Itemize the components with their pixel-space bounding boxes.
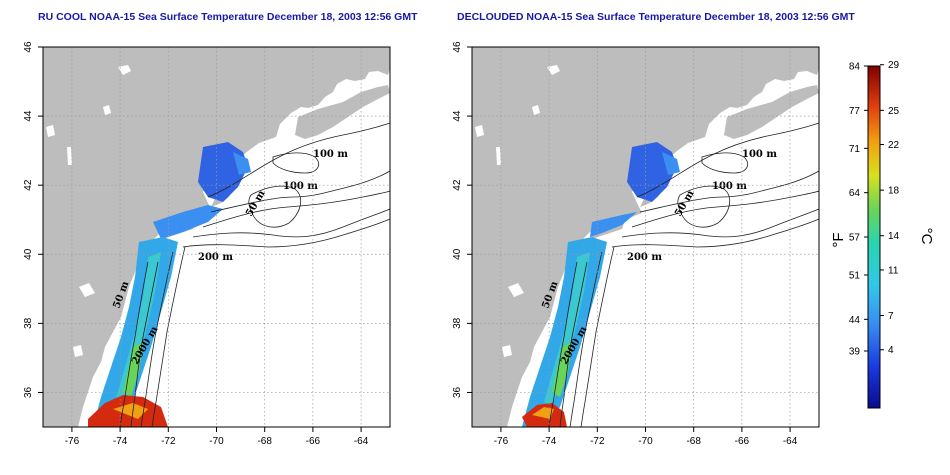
tick-label-lon: -72 bbox=[161, 436, 176, 447]
colorbar-label-c: 4 bbox=[888, 345, 894, 356]
contour-label: 100 m bbox=[313, 149, 348, 160]
tick-label-lon: -68 bbox=[257, 436, 272, 447]
tick-label-lon: -76 bbox=[65, 436, 80, 447]
tick-label-lat: 40 bbox=[23, 248, 34, 260]
sst-patch bbox=[123, 342, 143, 397]
colorbar-label-c: 25 bbox=[888, 106, 900, 117]
colorbar-label-c: 7 bbox=[888, 311, 894, 322]
tick-label-lon: -64 bbox=[354, 436, 369, 447]
tick-label-lon: -74 bbox=[542, 436, 557, 447]
tick-label-lon: -70 bbox=[638, 436, 653, 447]
sst-patch bbox=[662, 152, 680, 175]
grid-right bbox=[472, 46, 819, 427]
tick-label-lat: 44 bbox=[452, 110, 463, 122]
contour-label: 100 m bbox=[742, 149, 777, 160]
sst-patch bbox=[233, 152, 251, 175]
celsius-unit-label: °C bbox=[918, 228, 935, 245]
tick-label-lon: -72 bbox=[590, 436, 605, 447]
tick-label-lon: -74 bbox=[113, 436, 128, 447]
colorbar-label-f: 64 bbox=[849, 188, 861, 199]
tick-label-lat: 38 bbox=[452, 317, 463, 329]
contour-label: 100 m bbox=[712, 181, 747, 192]
sst-patch bbox=[115, 252, 161, 407]
sst-patch bbox=[113, 403, 148, 419]
colorbar-label-f: 84 bbox=[849, 62, 861, 73]
sst-patch bbox=[544, 252, 590, 407]
sst-patch bbox=[590, 212, 637, 237]
tick-label-lat: 46 bbox=[23, 41, 34, 53]
colorbar-label-f: 51 bbox=[849, 271, 861, 282]
tick-label-lon: -68 bbox=[686, 436, 701, 447]
tick-label-lat: 36 bbox=[23, 386, 34, 398]
map-panel-left: 100 m 100 m 50 m 200 m 50 m 2000 m -76 -7… bbox=[23, 41, 391, 447]
contour-label: 200 m bbox=[198, 252, 233, 263]
axes-right: -76 -74 -72 -70 -68 -66 -64 46 44 42 40 38 36 bbox=[452, 41, 798, 447]
sst-patch bbox=[153, 205, 223, 239]
fahrenheit-unit-label: °F bbox=[830, 232, 847, 247]
colorbar-gradient bbox=[867, 65, 881, 409]
tick-label-lat: 46 bbox=[452, 41, 463, 53]
panel-title-right: DECLOUDED NOAA-15 Sea Surface Temperatur… bbox=[457, 11, 855, 23]
tick-label-lon: -76 bbox=[494, 436, 509, 447]
contour-label: 100 m bbox=[283, 181, 318, 192]
sst-patch bbox=[532, 407, 554, 419]
tick-label-lat: 40 bbox=[452, 248, 463, 260]
tick-label-lon: -64 bbox=[783, 436, 798, 447]
colorbar-label-c: 29 bbox=[888, 60, 900, 71]
tick-label-lat: 44 bbox=[23, 110, 34, 122]
tick-label-lat: 38 bbox=[23, 317, 34, 329]
tick-label-lat: 42 bbox=[452, 179, 463, 191]
contour-label: 200 m bbox=[627, 252, 662, 263]
colorbar-label-c: 14 bbox=[888, 231, 900, 242]
tick-label-lat: 42 bbox=[23, 179, 34, 191]
colorbar-label-f: 71 bbox=[849, 144, 861, 155]
tick-label-lon: -66 bbox=[735, 436, 750, 447]
colorbar-label-c: 11 bbox=[888, 265, 899, 276]
sst-patch bbox=[552, 342, 572, 397]
map-panel-right: 100 m 100 m 50 m 200 m 50 m 2000 m -76 -7… bbox=[452, 41, 820, 447]
colorbar-label-f: 39 bbox=[849, 347, 861, 358]
panel-title-left: RU COOL NOAA-15 Sea Surface Temperature … bbox=[38, 11, 418, 23]
colorbar-label-c: 18 bbox=[888, 186, 900, 197]
colorbar-label-f: 57 bbox=[849, 233, 861, 244]
tick-label-lon: -66 bbox=[306, 436, 321, 447]
colorbar-label-c: 22 bbox=[888, 140, 900, 151]
tick-label-lat: 36 bbox=[452, 386, 463, 398]
colorbar-ticks: 84 77 71 64 57 51 44 39 29 25 22 18 14 11 7 4 bbox=[849, 60, 900, 357]
tick-label-lon: -70 bbox=[209, 436, 224, 447]
colorbar: 84 77 71 64 57 51 44 39 29 25 22 18 14 11 7 4 °F °C bbox=[830, 60, 935, 409]
axes-left: -76 -74 -72 -70 -68 -66 -64 46 44 42 40 38 36 bbox=[23, 41, 369, 447]
colorbar-label-f: 44 bbox=[849, 315, 861, 326]
colorbar-label-f: 77 bbox=[849, 106, 861, 117]
